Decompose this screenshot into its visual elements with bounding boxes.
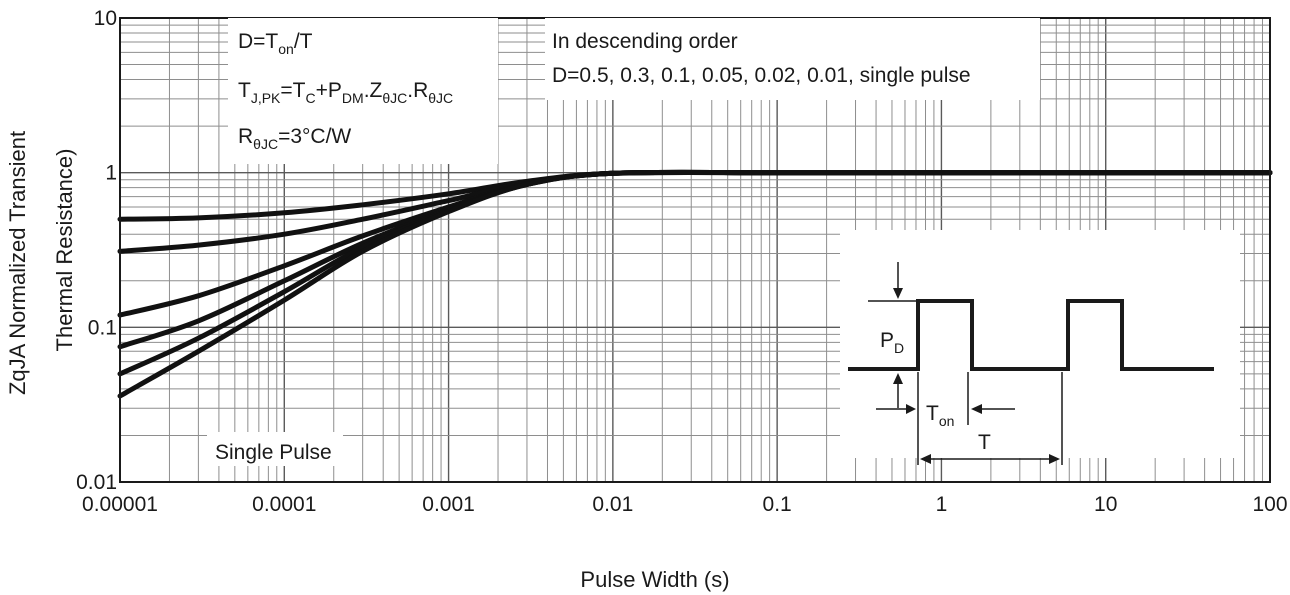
y-axis-title-line-2: Thermal Resistance) <box>52 149 77 352</box>
y-tick-label: 0.01 <box>76 471 117 494</box>
x-tick-label: 10 <box>1094 493 1117 516</box>
duty-cycle-list: D=0.5, 0.3, 0.1, 0.05, 0.02, 0.01, singl… <box>552 64 971 87</box>
period-label: T <box>978 431 991 454</box>
order-heading: In descending order <box>552 30 738 53</box>
duty-cycle-formula: D=Ton/T <box>238 30 313 57</box>
y-tick-label: 0.1 <box>88 316 117 339</box>
pd-label: PD <box>880 329 904 356</box>
x-tick-label: 0.00001 <box>82 493 158 516</box>
x-tick-label: 0.1 <box>763 493 792 516</box>
order-box: In descending order D=0.5, 0.3, 0.1, 0.0… <box>545 18 1040 100</box>
x-tick-label: 1 <box>936 493 948 516</box>
tick-labels: 0.00001 0.0001 0.001 0.01 0.1 1 10 100 0.01 0.1 1 1… <box>76 7 1287 516</box>
ton-label: Ton <box>926 402 954 429</box>
x-tick-label: 0.01 <box>592 493 633 516</box>
y-axis-title-line-1: ZqJA Normalized Transient <box>5 131 30 395</box>
single-pulse-label-box: Single Pulse <box>207 432 343 466</box>
x-tick-label: 0.001 <box>422 493 475 516</box>
x-tick-label: 0.0001 <box>252 493 316 516</box>
pulse-waveform-inset: PD Ton T <box>840 230 1240 465</box>
x-axis-title: Pulse Width (s) <box>580 567 729 592</box>
y-tick-label: 10 <box>94 7 117 30</box>
x-tick-label: 100 <box>1252 493 1287 516</box>
pulse-waveform <box>848 299 1214 371</box>
curve-group <box>117 169 1273 399</box>
single-pulse-label: Single Pulse <box>215 441 332 464</box>
peak-junction-formula: TJ,PK=TC+PDM.ZθJC.RθJC <box>238 79 453 106</box>
thermal-resistance-value: RθJC=3°C/W <box>238 125 351 152</box>
curve-series-6 <box>117 169 1273 399</box>
formula-box: D=Ton/T TJ,PK=TC+PDM.ZθJC.RθJC RθJC=3°C/… <box>228 18 498 164</box>
y-tick-label: 1 <box>105 162 117 185</box>
